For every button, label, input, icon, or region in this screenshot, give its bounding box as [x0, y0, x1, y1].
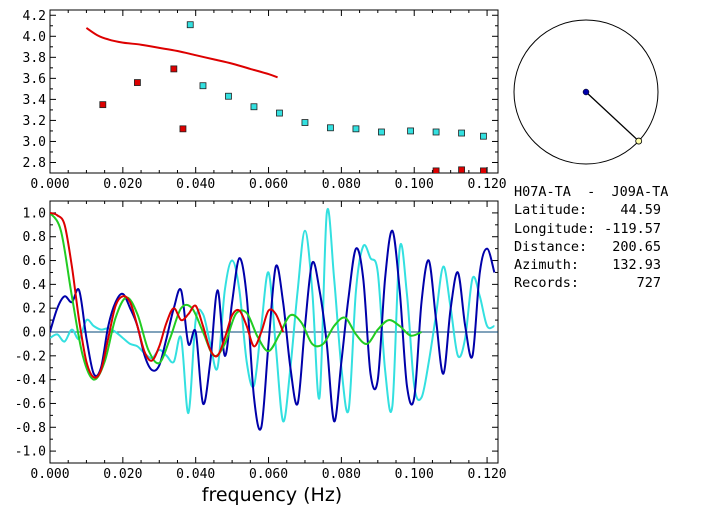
dispersion-point-red	[170, 65, 178, 73]
dispersion-curve-red	[85, 27, 278, 79]
dispersion-point-cyan	[225, 92, 232, 100]
dispersion-point-red	[432, 167, 440, 173]
waveform-red	[50, 211, 285, 379]
bottom-plot-area	[50, 208, 498, 431]
bottom-x-tick-label: 0.100	[395, 467, 434, 482]
info-row-longitude: Longitude: -119.57	[514, 220, 689, 238]
dispersion-point-cyan	[250, 103, 258, 111]
dispersion-point-cyan	[432, 128, 440, 136]
dispersion-point-cyan	[199, 82, 207, 90]
x-axis-label: frequency (Hz)	[202, 484, 342, 506]
top-x-tick-label: 0.100	[395, 177, 434, 192]
top-y-tick-label: 3.0	[23, 135, 46, 150]
top-y-tick-label: 3.6	[23, 72, 46, 87]
bottom-y-tick-label: 0.8	[23, 230, 46, 245]
info-value: -119.57	[604, 220, 661, 237]
top-y-tick-label: 4.0	[23, 30, 46, 45]
dispersion-point-red	[134, 79, 141, 86]
top-x-tick-label: 0.020	[103, 177, 142, 192]
bottom-y-tick-label: 0.2	[23, 302, 46, 317]
top-frame	[49, 9, 499, 174]
info-value: 200.65	[612, 238, 661, 255]
bottom-y-tick-label: 0.6	[23, 254, 46, 269]
bottom-y-tick-label: 0.0	[23, 326, 46, 341]
bottom-y-tick-label: -1.0	[15, 445, 46, 460]
bottom-x-tick-label: 0.080	[322, 467, 361, 482]
top-x-tick-label: 0.080	[322, 177, 361, 192]
top-y-tick-label: 3.2	[23, 114, 46, 129]
info-label: Azimuth:	[514, 257, 580, 274]
info-label: Records:	[514, 275, 580, 292]
bottom-x-tick-label: 0.060	[249, 467, 288, 482]
correlation-plot: 0.000 0.020 0.040 0.060 0.080 0.100 0.120 1.0 0.…	[15, 200, 507, 482]
info-value: 132.93	[612, 257, 661, 274]
station-info-panel: H07A-TA - J09A-TA Latitude: 44.59 Longitu…	[514, 183, 689, 293]
info-row-records: Records: 727	[514, 274, 689, 292]
station-origin-dot	[582, 88, 590, 96]
info-label: Latitude:	[514, 202, 588, 219]
dispersion-point-cyan	[378, 128, 385, 136]
bottom-x-tick-label: 0.040	[176, 467, 215, 482]
waveform-green	[50, 212, 422, 381]
station-target-dot	[635, 137, 643, 145]
bottom-y-tick-label: -0.8	[15, 421, 46, 436]
bottom-x-tick-label: 0.020	[103, 467, 142, 482]
bottom-x-tick-label: 0.120	[468, 467, 507, 482]
dispersion-point-cyan	[186, 21, 194, 29]
top-y-tick-label: 4.2	[23, 9, 46, 24]
dispersion-point-cyan	[480, 132, 487, 140]
dispersion-point-red	[99, 101, 107, 109]
azimuth-compass	[513, 19, 659, 165]
top-y-tick-label: 3.4	[23, 93, 47, 108]
top-x-tick-label: 0.040	[176, 177, 215, 192]
dispersion-point-cyan	[458, 129, 465, 137]
azimuth-line	[585, 91, 640, 142]
top-y-tick-label: 3.8	[23, 51, 46, 66]
dispersion-point-cyan	[352, 125, 360, 133]
dispersion-plot: 0.000 0.020 0.040 0.060 0.080 0.100 0.120 2.8 3.…	[23, 9, 507, 192]
top-y-tick-label: 2.8	[23, 156, 46, 171]
bottom-y-tick-label: 0.4	[23, 278, 47, 293]
top-x-tick-label: 0.060	[249, 177, 288, 192]
dispersion-point-red	[179, 125, 187, 133]
bottom-y-tick-label: -0.2	[15, 349, 46, 364]
dispersion-point-red	[458, 166, 465, 173]
top-x-tick-label: 0.120	[468, 177, 507, 192]
bottom-y-tick-label: 1.0	[23, 206, 46, 221]
dispersion-point-cyan	[301, 119, 309, 126]
info-value: 727	[636, 275, 661, 292]
dispersion-point-red	[480, 167, 487, 173]
top-x-tick-label: 0.000	[30, 177, 69, 192]
dispersion-point-cyan	[276, 109, 283, 117]
compass-circle	[513, 19, 659, 165]
bottom-x-tick-label: 0.000	[30, 467, 69, 482]
top-plot-area	[85, 21, 487, 173]
bottom-y-tick-label: -0.6	[15, 397, 46, 412]
dispersion-point-cyan	[327, 124, 334, 132]
info-row-latitude: Latitude: 44.59	[514, 201, 689, 219]
station-pair-title: H07A-TA - J09A-TA	[514, 184, 669, 200]
info-label: Longitude:	[514, 220, 596, 237]
dispersion-point-cyan	[407, 127, 414, 135]
waveform-blue	[50, 229, 496, 431]
info-value: 44.59	[620, 202, 661, 219]
info-label: Distance:	[514, 238, 588, 255]
bottom-y-tick-label: -0.4	[15, 373, 46, 388]
info-row-azimuth: Azimuth: 132.93	[514, 256, 689, 274]
info-row-distance: Distance: 200.65	[514, 238, 689, 256]
